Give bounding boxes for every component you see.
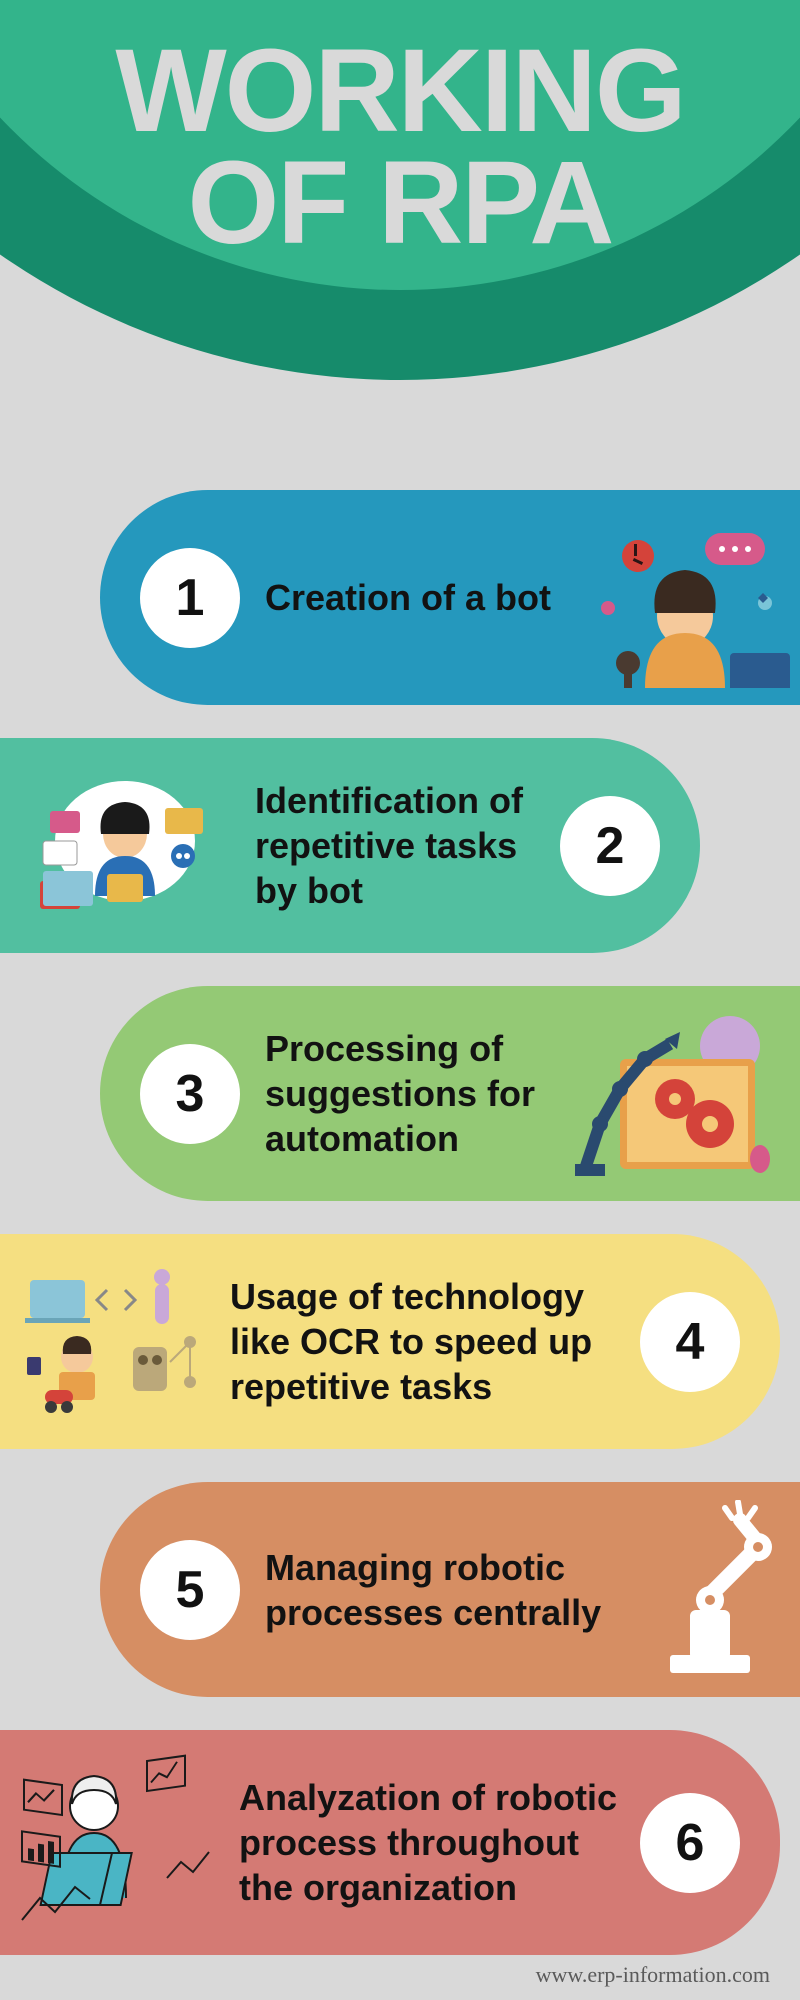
step-1-number: 1 [140, 548, 240, 648]
header: WORKING OF RPA [0, 0, 800, 470]
step-3: 3 Processing of suggestions for automati… [100, 986, 800, 1201]
person-laptop-icon [570, 508, 800, 688]
step-1-text: Creation of a bot [265, 575, 570, 620]
title-line-2: OF RPA [0, 147, 800, 259]
step-5-number: 5 [140, 1540, 240, 1640]
step-5-text: Managing robotic processes centrally [265, 1545, 640, 1635]
footer-url: www.erp-information.com [536, 1962, 770, 1988]
step-4-text: Usage of technology like OCR to speed up… [230, 1274, 625, 1409]
step-6-number: 6 [640, 1793, 740, 1893]
step-2: Identification of repetitive tasks by bo… [0, 738, 700, 953]
person-desk-icon [15, 756, 235, 936]
step-3-number: 3 [140, 1044, 240, 1144]
step-6: Analyzation of robotic process throughou… [0, 1730, 780, 1955]
step-6-text: Analyzation of robotic process throughou… [239, 1775, 628, 1910]
person-charts-icon [12, 1748, 227, 1938]
step-1: 1 Creation of a bot [100, 490, 800, 705]
robot-arm-icon [640, 1500, 800, 1680]
title-line-1: WORKING [0, 35, 800, 147]
step-4: Usage of technology like OCR to speed up… [0, 1234, 780, 1449]
robot-arm-gears-icon [565, 1004, 775, 1184]
tech-icons-icon [15, 1252, 215, 1432]
step-3-text: Processing of suggestions for automation [265, 1026, 565, 1161]
step-5: 5 Managing robotic processes centrally [100, 1482, 800, 1697]
page-title: WORKING OF RPA [0, 35, 800, 259]
step-2-text: Identification of repetitive tasks by bo… [255, 778, 540, 913]
step-4-number: 4 [640, 1292, 740, 1392]
step-2-number: 2 [560, 796, 660, 896]
